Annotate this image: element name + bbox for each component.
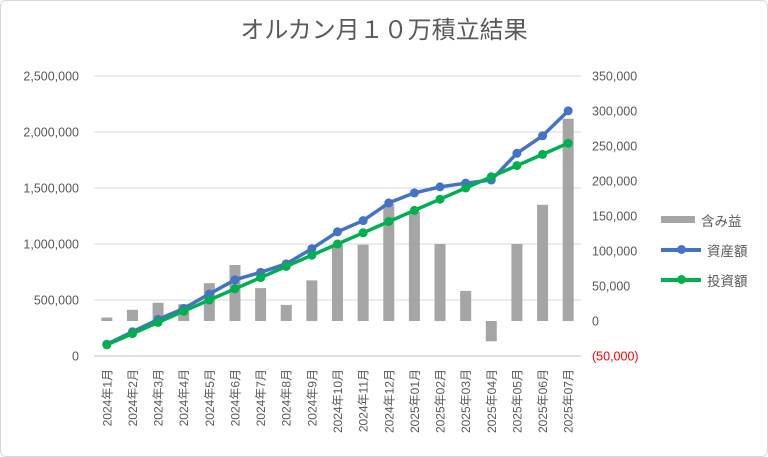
asset-line-marker [307, 244, 317, 254]
bar-unrealized-gain [126, 309, 138, 321]
y2-axis-tick-label: 150,000 [592, 210, 637, 224]
x-axis-category-label: 2024年10月 [331, 369, 345, 433]
bar-swatch-icon [661, 216, 695, 223]
asset-line-marker [333, 227, 342, 237]
y-axis-tick-label: 500,000 [34, 294, 79, 308]
y2-axis-tick-label: 0 [592, 315, 599, 329]
bar-unrealized-gain [255, 288, 267, 321]
y-axis-tick-label: 1,000,000 [23, 238, 79, 252]
legend-label: 投資額 [707, 273, 748, 289]
asset-line-marker [512, 148, 522, 158]
chart-title: オルカン月１０万積立結果 [240, 17, 528, 44]
y2-axis-tick-label: 350,000 [592, 70, 637, 84]
asset-line-marker [358, 216, 368, 226]
asset-line-marker [384, 198, 394, 208]
legend: 含み益 資産額 投資額 [661, 213, 748, 289]
investment-line-marker [333, 239, 342, 249]
investment-line-marker [409, 205, 419, 215]
x-axis-category-label: 2025年07月 [562, 369, 576, 433]
bar-unrealized-gain [537, 204, 549, 321]
x-axis-category-label: 2024年9月 [305, 369, 319, 426]
x-axis-category-label: 2024年3月 [152, 369, 166, 426]
investment-line-marker [512, 161, 522, 171]
asset-line-marker [409, 188, 419, 198]
y-axis-tick-label: 1,500,000 [23, 182, 79, 196]
investment-line-marker [435, 194, 445, 204]
bar-unrealized-gain [408, 211, 420, 321]
asset-line-marker [538, 131, 548, 141]
x-axis-category-label: 2024年8月 [280, 369, 294, 426]
legend-item-investment-amount: 投資額 [661, 273, 748, 289]
bar-unrealized-gain [280, 304, 292, 321]
x-axis-category-label: 2024年6月 [228, 369, 242, 426]
bar-unrealized-gain [101, 317, 113, 321]
bar-unrealized-gain [562, 118, 574, 321]
x-axis-category-label: 2025年04月 [485, 369, 499, 433]
bar-unrealized-gain [383, 204, 395, 321]
bar-unrealized-gain [460, 290, 472, 321]
investment-line-marker [384, 217, 394, 227]
y-axis-tick-label: 2,500,000 [23, 70, 79, 84]
investment-line-marker [230, 284, 240, 294]
bar-unrealized-gain [357, 244, 369, 321]
y2-axis-tick-label: 300,000 [592, 105, 637, 119]
x-axis-category-label: 2025年03月 [459, 369, 473, 433]
bar-unrealized-gain [485, 321, 497, 342]
legend-item-unrealized-gain: 含み益 [661, 213, 748, 229]
investment-line-marker [307, 250, 317, 260]
y-axis-tick-label: 2,000,000 [23, 126, 79, 140]
investment-line-marker [256, 273, 266, 283]
x-axis-category-label: 2024年5月 [203, 369, 217, 426]
y2-axis-tick-label: 50,000 [592, 280, 630, 294]
investment-line-marker [179, 306, 189, 316]
y2-axis-tick-label: (50,000) [592, 350, 639, 364]
investment-line-marker [563, 138, 573, 148]
bar-unrealized-gain [434, 244, 446, 321]
investment-line-marker [358, 228, 368, 238]
legend-label: 含み益 [701, 213, 742, 229]
asset-line-marker [563, 106, 573, 116]
x-axis-category-label: 2024年7月 [254, 369, 268, 426]
x-axis-category-label: 2024年4月 [177, 369, 191, 426]
investment-line-marker [461, 183, 471, 193]
asset-line-marker [435, 182, 445, 192]
bar-unrealized-gain [306, 280, 318, 321]
x-axis-category-label: 2024年2月 [126, 369, 140, 426]
x-axis-category-label: 2025年06月 [536, 369, 550, 433]
legend-item-asset-amount: 資産額 [661, 243, 748, 259]
investment-line-marker [153, 317, 163, 327]
investment-line-marker [127, 329, 137, 339]
y-axis-tick-label: 0 [72, 350, 79, 364]
y2-axis-tick-label: 250,000 [592, 140, 637, 154]
x-axis-category-label: 2025年01月 [408, 369, 422, 433]
blue-line-swatch-icon [661, 243, 701, 256]
y2-axis-tick-label: 100,000 [592, 245, 637, 259]
asset-line-marker [230, 275, 240, 285]
investment-line-marker [486, 172, 496, 182]
x-axis-category-label: 2025年05月 [510, 369, 524, 433]
legend-label: 資産額 [707, 243, 748, 259]
investment-line-marker [538, 149, 548, 159]
bar-unrealized-gain [511, 244, 523, 321]
x-axis-category-label: 2024年12月 [382, 369, 396, 433]
bar-unrealized-gain [332, 244, 343, 321]
x-axis-category-label: 2024年11月 [357, 369, 371, 432]
x-axis-category-label: 2024年1月 [100, 369, 114, 426]
green-line-swatch-icon [661, 273, 701, 286]
investment-line-marker [204, 295, 214, 305]
x-axis-category-label: 2025年02月 [434, 369, 448, 433]
y2-axis-tick-label: 200,000 [592, 175, 637, 189]
bar-unrealized-gain [152, 302, 164, 321]
investment-line-marker [102, 340, 112, 350]
investment-line-marker [281, 261, 291, 271]
